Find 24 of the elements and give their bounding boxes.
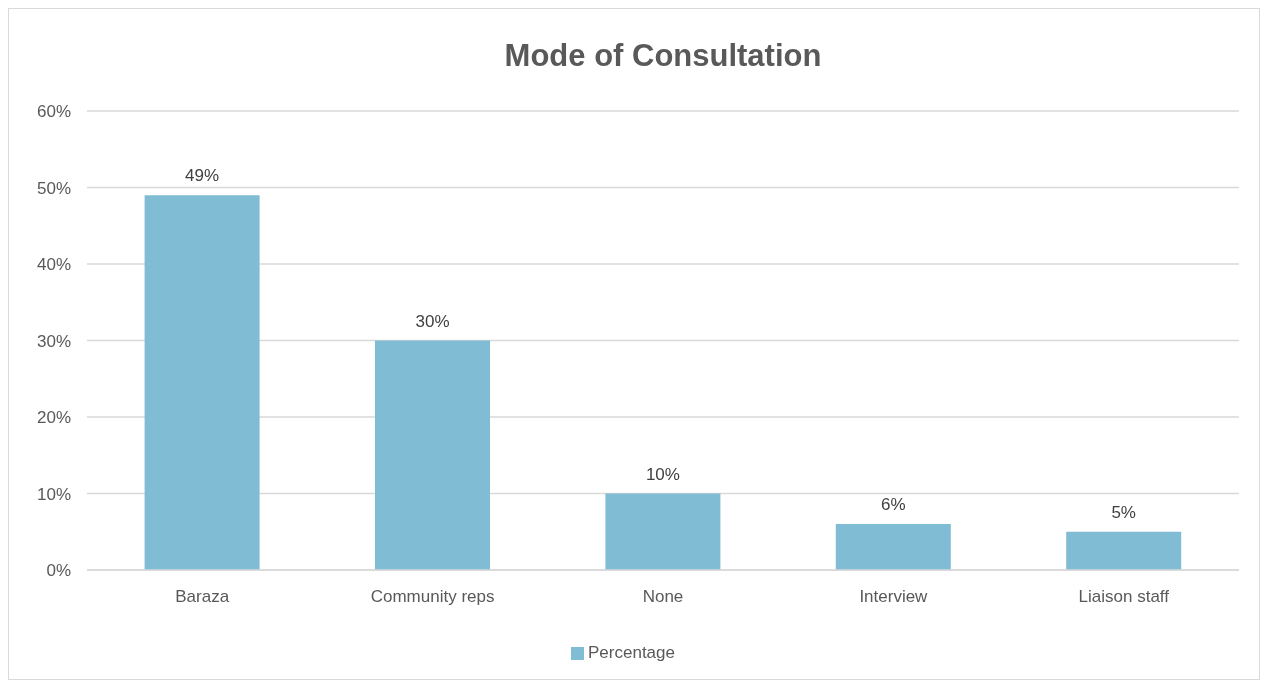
data-label: 49% <box>185 166 220 186</box>
data-label: 5% <box>1111 502 1136 522</box>
x-tick-label: Baraza <box>175 587 230 607</box>
y-tick-label: 60% <box>36 102 71 122</box>
data-label: 10% <box>645 464 680 484</box>
x-tick-label: Community reps <box>370 587 495 607</box>
bar <box>835 524 951 570</box>
data-label: 30% <box>415 311 450 331</box>
data-label: 6% <box>881 495 906 515</box>
y-tick-label: 10% <box>36 484 71 504</box>
x-tick-label: None <box>642 587 684 607</box>
legend-label: Percentage <box>588 643 675 662</box>
y-tick-label: 30% <box>36 331 71 351</box>
bar <box>605 493 721 570</box>
bar <box>375 340 490 570</box>
bar <box>144 195 260 570</box>
y-tick-label: 40% <box>36 255 71 275</box>
y-tick-label: 20% <box>36 408 71 428</box>
bar <box>1066 531 1182 570</box>
chart-title: Mode of Consultation <box>504 38 822 73</box>
x-tick-label: Liaison staff <box>1078 587 1170 607</box>
y-tick-label: 0% <box>46 561 71 581</box>
y-tick-label: 50% <box>36 178 71 198</box>
x-tick-label: Interview <box>859 587 929 607</box>
